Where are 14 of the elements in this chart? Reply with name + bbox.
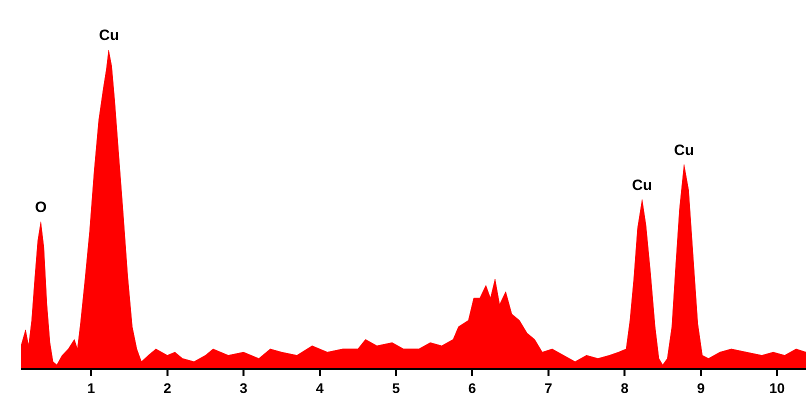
x-tick-label: 10: [769, 380, 786, 396]
annotation: Cu: [99, 27, 119, 44]
x-tick-label: 3: [240, 380, 248, 396]
x-tick-label: 4: [316, 380, 324, 396]
annotation: O: [35, 199, 47, 216]
x-tick-label: 8: [620, 380, 629, 396]
x-tick-label: 2: [163, 380, 172, 396]
x-tick-label: 5: [392, 380, 400, 396]
annotation: Cu: [674, 142, 694, 159]
x-tick-label: 6: [468, 380, 476, 396]
annotation: Cu: [632, 177, 652, 194]
x-tick-label: 9: [696, 380, 705, 396]
x-tick-label: 7: [544, 380, 552, 396]
x-tick-label: 1: [87, 380, 96, 396]
